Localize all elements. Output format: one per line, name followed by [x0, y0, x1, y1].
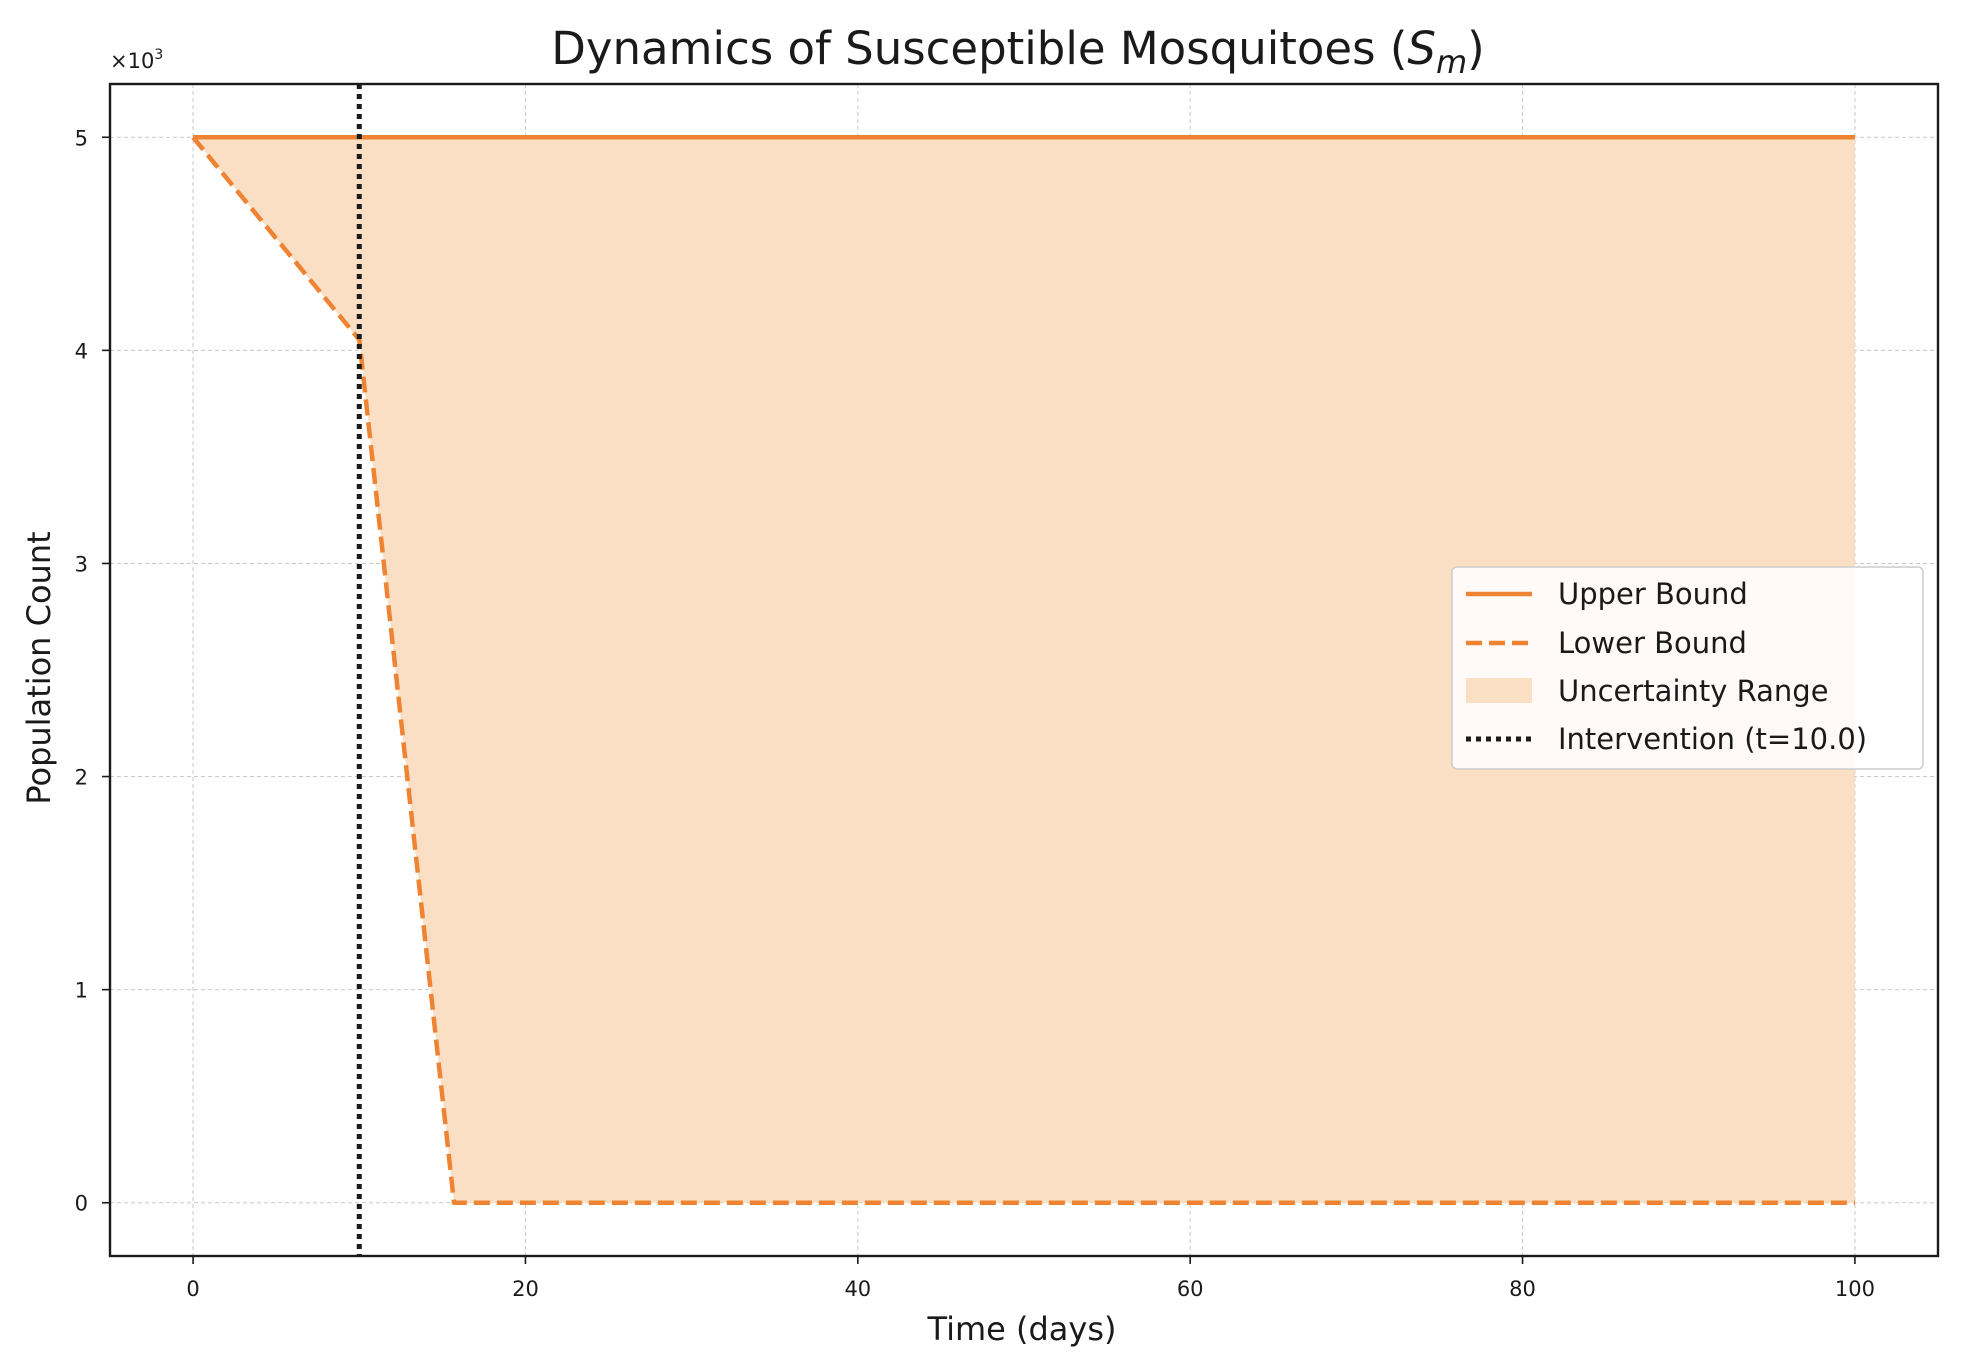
y-axis-multiplier: ×103: [110, 47, 163, 73]
legend-lower-bound-label: Lower Bound: [1558, 626, 1747, 660]
y-axis-multiplier-exponent: 3: [154, 47, 163, 63]
legend-box: [1451, 566, 1924, 770]
y-tick-label-1: 1: [75, 979, 88, 1003]
plot-frame: [108, 82, 1940, 1258]
x-tick-label-2: 40: [844, 1277, 871, 1301]
x-tick-label-1: 20: [512, 1277, 539, 1301]
x-axis-title: Time (days): [927, 1310, 1117, 1348]
chart-title-text: Dynamics of Susceptible Mosquitoes (: [551, 22, 1407, 75]
chart-title-subscript: m: [1436, 43, 1467, 81]
x-tick-label-0: 0: [186, 1277, 199, 1301]
chart-title-symbol: S: [1407, 22, 1436, 75]
uncertainty-fill: [193, 137, 1855, 1203]
legend-upper-bound-label: Upper Bound: [1558, 577, 1748, 611]
legend: Upper Bound Lower Bound Uncertainty Rang…: [1451, 566, 1924, 770]
legend-uncertainty-label: Uncertainty Range: [1558, 674, 1829, 708]
y-axis-multiplier-base: ×10: [110, 49, 154, 73]
y-tick-label-2: 2: [75, 766, 88, 790]
chart-title-close: ): [1467, 22, 1485, 75]
x-tick-label-4: 80: [1509, 1277, 1536, 1301]
y-tick-label-3: 3: [75, 552, 88, 576]
series-lines: [191, 135, 1855, 1205]
x-tick-label-3: 60: [1177, 1277, 1204, 1301]
axis-ticks: 0 20 40 60 80 100 0 1 2 3 4 5: [75, 126, 1875, 1301]
legend-uncertainty-swatch: [1466, 678, 1532, 703]
y-tick-label-5: 5: [75, 126, 88, 150]
legend-intervention-label: Intervention (t=10.0): [1558, 722, 1867, 756]
y-axis-title: Population Count: [20, 531, 58, 804]
x-tick-label-5: 100: [1835, 1277, 1875, 1301]
y-tick-label-4: 4: [75, 339, 88, 363]
lower-bound-line: [191, 135, 1855, 1205]
chart-title: Dynamics of Susceptible Mosquitoes (Sm): [551, 22, 1484, 81]
y-tick-label-0: 0: [75, 1192, 88, 1216]
uncertainty-range-area: [193, 137, 1855, 1203]
